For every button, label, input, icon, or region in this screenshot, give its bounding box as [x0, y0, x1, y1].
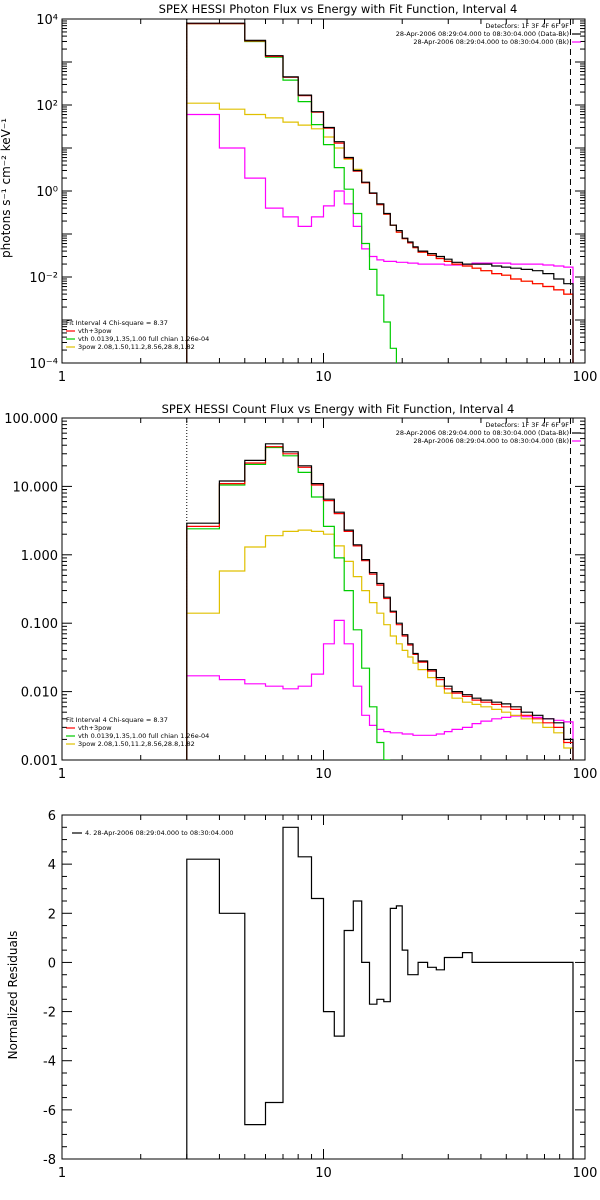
legend-top-left-entry: 4. 28-Apr-2006 08:29:04.000 to 08:30:04.…: [85, 829, 234, 837]
y-tick-label: 10⁻⁴: [29, 357, 58, 372]
x-tick-label: 100: [573, 1166, 598, 1181]
series-2-line: [186, 23, 397, 363]
x-tick-label: 10: [315, 1166, 332, 1181]
photon-flux-axes-frame: [61, 18, 586, 364]
y-tick-label: 10.000: [13, 480, 59, 495]
series-1-line: [186, 23, 574, 363]
x-tick-label: 1: [58, 767, 66, 782]
photon-flux-panel: SPEX HESSI Photon Flux vs Energy with Fi…: [0, 2, 586, 364]
y-tick-label: 10⁰: [36, 185, 58, 200]
legend-top-right-entry: 28-Apr-2006 08:29:04.000 to 08:30:04.000…: [396, 30, 569, 38]
legend-bottom-left-entry: vth+3pow: [78, 724, 112, 732]
legend-bottom-left-entry: Fit Interval 4 Chi-square = 8.37: [66, 716, 168, 724]
legend-bottom-left-entry: vth+3pow: [78, 327, 112, 335]
y-tick-label: 1.000: [21, 549, 58, 564]
x-tick-label: 10: [315, 767, 332, 782]
y-tick-label: 0.100: [21, 617, 58, 632]
x-tick-label: 1: [58, 1166, 66, 1181]
photon-flux-title: SPEX HESSI Photon Flux vs Energy with Fi…: [159, 2, 518, 16]
series-3-line: [186, 102, 574, 363]
y-tick-label: 10²: [36, 99, 58, 114]
y-tick-label: 6: [48, 809, 56, 824]
y-tick-label: 10⁴: [36, 13, 58, 28]
series-3-line: [186, 529, 574, 760]
legend-top-right-entry: Detectors: 1F 3F 4F 6F 9F: [485, 22, 569, 30]
y-tick-label: -8: [43, 1153, 56, 1168]
y-tick-label: 100.000: [4, 412, 58, 427]
legend-top-right-entry: 28-Apr-2006 08:29:04.000 to 08:30:04.000…: [396, 429, 569, 437]
series-1-line: [186, 446, 574, 760]
x-tick-label: 1: [58, 370, 66, 385]
series-0-line: [186, 443, 574, 760]
x-tick-label: 100: [573, 370, 598, 385]
legend-bottom-left-entry: 3pow 2.08,1.50,11.2,8.56,28.8,1.82: [78, 740, 195, 748]
y-tick-label: 0.010: [21, 686, 58, 701]
residuals-panel: Normalized Residuals: [6, 814, 586, 1160]
panel-0-marks: 1 10 100 10⁴ 10² 10⁰ 10⁻² 10⁻⁴ Detectors: 1F 3F …: [29, 13, 597, 385]
residuals-ylabel: Normalized Residuals: [6, 931, 20, 1060]
series-group: [186, 443, 574, 760]
panel-2-marks: 1 10 100 6 4 2 0 -2 -4 -6 -8 4. 28-Apr-2006 08:29:0…: [43, 809, 597, 1181]
series-group: [186, 826, 574, 1159]
legend-bottom-left-entry: 3pow 2.08,1.50,11.2,8.56,28.8,1.82: [78, 343, 195, 351]
legend-bottom-left-entry: vth 0.0139,1.35,1.00 full chian 1.26e-04: [78, 732, 209, 740]
y-tick-label: -4: [43, 1055, 56, 1070]
y-tick-label: 0.001: [21, 754, 58, 769]
series-4-line: [186, 619, 574, 760]
y-tick-label: 0: [48, 956, 56, 971]
panel-1-marks: 1 10 100 100.000 10.000 1.000 0.100 0.010 0.001 D…: [4, 412, 597, 782]
series-0-line: [186, 22, 574, 363]
series-4-line: [186, 113, 574, 363]
count-flux-title: SPEX HESSI Count Flux vs Energy with Fit…: [162, 402, 515, 416]
series-0-line: [186, 826, 574, 1159]
count-flux-axes-frame: [61, 417, 586, 761]
legend-bottom-left-entry: Fit Interval 4 Chi-square = 8.37: [66, 319, 168, 327]
legend-bottom-left-entry: vth 0.0139,1.35,1.00 full chian 1.26e-04: [78, 335, 209, 343]
series-2-line: [186, 446, 391, 760]
y-tick-label: 4: [48, 858, 56, 873]
y-tick-label: -2: [43, 1006, 56, 1021]
y-tick-label: 10⁻²: [29, 271, 58, 286]
legend-top-right-entry: 28-Apr-2006 08:29:04.000 to 08:30:04.000…: [413, 437, 569, 445]
photon-flux-ylabel: photons s⁻¹ cm⁻² keV⁻¹: [0, 118, 13, 258]
series-group: [186, 22, 574, 363]
legend-top-right-entry: Detectors: 1F 3F 4F 6F 9F: [485, 421, 569, 429]
legend-top-right-entry: 28-Apr-2006 08:29:04.000 to 08:30:04.000…: [413, 38, 569, 46]
y-tick-label: 2: [48, 907, 56, 922]
x-tick-label: 10: [315, 370, 332, 385]
x-tick-label: 100: [573, 767, 598, 782]
y-tick-label: -6: [43, 1104, 56, 1119]
